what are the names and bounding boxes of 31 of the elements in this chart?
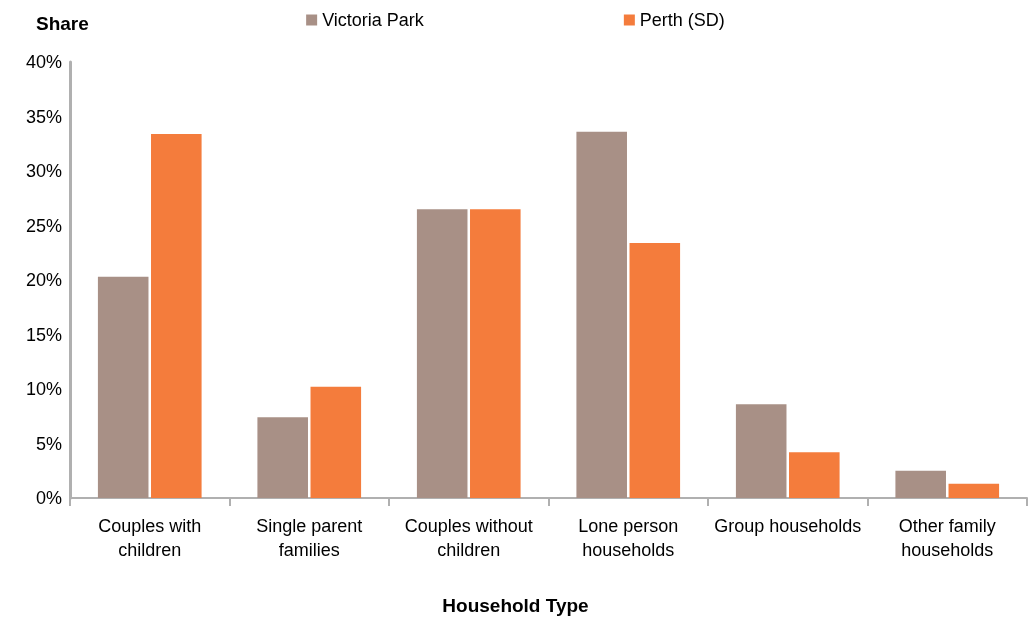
- bar: [576, 131, 627, 498]
- x-tick-label: Couples without children: [404, 516, 533, 560]
- bar: [629, 242, 681, 498]
- bar: [948, 483, 1000, 498]
- bar: [416, 209, 468, 498]
- legend-label: Perth (SD): [639, 10, 725, 30]
- y-tick-label: 15%: [25, 324, 62, 345]
- y-tick-label: 40%: [25, 52, 62, 72]
- x-axis-title: Household Type: [442, 595, 589, 616]
- bar: [789, 452, 840, 498]
- y-tick-label: 30%: [25, 161, 62, 181]
- x-tick-label: Other family households: [898, 516, 996, 560]
- bar: [257, 417, 308, 498]
- y-tick-label: 20%: [25, 270, 62, 290]
- bar: [895, 470, 946, 498]
- y-tick-label: 0%: [35, 488, 62, 508]
- bar: [97, 276, 149, 498]
- x-tick-label: Couples with children: [98, 516, 202, 560]
- y-axis-title: Share: [36, 13, 89, 34]
- x-tick-label: Single parent families: [256, 516, 363, 560]
- x-tick-label: Group households: [714, 516, 862, 536]
- bar: [310, 386, 362, 498]
- y-tick-label: 5%: [35, 433, 62, 454]
- y-tick-label: 25%: [25, 215, 62, 236]
- x-tick-label: Lone person households: [578, 516, 679, 560]
- bar: [735, 404, 787, 498]
- bar: [151, 133, 202, 498]
- bar: [470, 209, 521, 498]
- y-tick-label: 10%: [25, 379, 62, 399]
- y-tick-label: 35%: [25, 106, 62, 127]
- legend-label: Victoria Park: [322, 10, 425, 30]
